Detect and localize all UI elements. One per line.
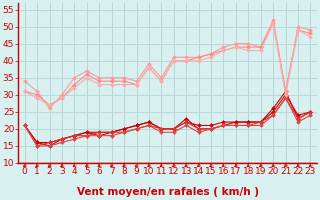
- X-axis label: Vent moyen/en rafales ( km/h ): Vent moyen/en rafales ( km/h ): [76, 187, 259, 197]
